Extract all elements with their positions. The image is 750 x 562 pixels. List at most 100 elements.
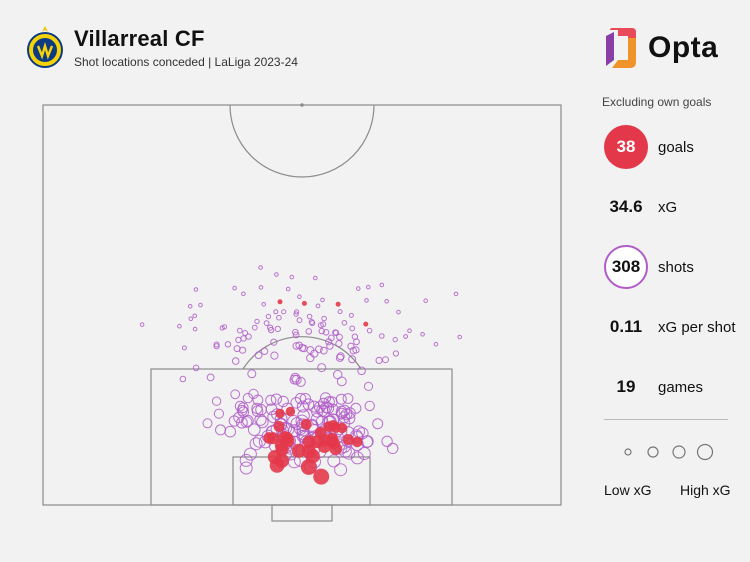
shot-marker bbox=[350, 431, 364, 444]
shot-marker bbox=[254, 318, 260, 325]
shot-marker bbox=[179, 375, 187, 383]
shot-marker bbox=[187, 304, 193, 309]
shot-marker bbox=[382, 356, 389, 364]
goal-marker bbox=[301, 444, 316, 459]
shot-marker bbox=[351, 333, 359, 340]
shot-marker bbox=[231, 357, 240, 365]
shot-marker bbox=[296, 423, 310, 437]
chart-subtitle: Shot locations conceded | LaLiga 2023-24 bbox=[74, 54, 298, 69]
goal bbox=[271, 504, 333, 522]
shot-marker bbox=[320, 401, 333, 414]
shots-label: shots bbox=[658, 258, 694, 276]
shot-marker bbox=[202, 418, 213, 429]
shot-marker bbox=[317, 363, 327, 373]
shot-marker bbox=[240, 416, 253, 428]
shot-marker bbox=[407, 328, 412, 334]
shot-marker bbox=[352, 346, 360, 354]
shot-marker bbox=[387, 442, 399, 455]
xg-per-shot-label: xG per shot bbox=[658, 318, 736, 336]
shot-marker bbox=[270, 351, 279, 360]
shot-marker bbox=[239, 453, 253, 467]
shot-marker bbox=[323, 432, 337, 446]
goal-marker bbox=[302, 435, 316, 449]
shot-marker bbox=[235, 336, 242, 344]
center-circle bbox=[229, 104, 375, 178]
shot-marker bbox=[230, 389, 241, 400]
shot-marker bbox=[363, 381, 374, 391]
shot-marker bbox=[338, 411, 351, 424]
shot-marker bbox=[268, 439, 282, 453]
goal-marker bbox=[291, 443, 306, 458]
shot-marker bbox=[284, 441, 298, 455]
shot-marker bbox=[392, 350, 399, 357]
shot-marker bbox=[298, 344, 307, 352]
shot-marker bbox=[332, 329, 340, 336]
shot-marker bbox=[296, 317, 303, 324]
shot-marker bbox=[326, 413, 340, 427]
shot-marker bbox=[323, 415, 337, 429]
goal-marker bbox=[314, 427, 327, 439]
shot-marker bbox=[352, 425, 366, 438]
opta-logo: Opta bbox=[602, 26, 718, 70]
shot-marker bbox=[192, 364, 200, 372]
shot-marker bbox=[307, 442, 321, 456]
shot-marker bbox=[224, 341, 232, 348]
goal-marker bbox=[313, 468, 330, 485]
shot-marker bbox=[251, 324, 258, 331]
shot-marker bbox=[350, 451, 364, 465]
shot-marker bbox=[299, 393, 311, 405]
shot-marker bbox=[320, 392, 332, 404]
size-legend bbox=[624, 443, 714, 461]
shot-marker bbox=[270, 422, 284, 436]
shot-marker bbox=[265, 394, 277, 406]
shot-marker bbox=[274, 325, 281, 333]
shot-marker bbox=[317, 322, 324, 329]
shot-marker bbox=[291, 374, 302, 385]
penalty-arc bbox=[242, 336, 362, 370]
shot-marker bbox=[287, 455, 301, 469]
shot-marker bbox=[311, 431, 325, 445]
shot-marker bbox=[267, 326, 275, 334]
shot-marker bbox=[344, 407, 356, 419]
shot-marker bbox=[321, 315, 327, 322]
shot-marker bbox=[279, 440, 293, 454]
shot-marker bbox=[177, 323, 182, 329]
shot-marker bbox=[254, 413, 267, 426]
shot-marker bbox=[320, 297, 325, 303]
shot-marker bbox=[350, 438, 364, 452]
shot-marker bbox=[357, 447, 371, 460]
goal-marker bbox=[327, 420, 339, 431]
shot-marker bbox=[302, 398, 315, 411]
shot-marker bbox=[296, 429, 310, 443]
shot-marker bbox=[343, 412, 356, 425]
shot-marker bbox=[252, 394, 264, 406]
shot-marker bbox=[338, 444, 352, 458]
shots-value: 308 bbox=[604, 245, 648, 289]
goal-marker bbox=[363, 321, 369, 327]
shot-marker bbox=[295, 376, 306, 387]
shot-marker bbox=[305, 419, 319, 433]
shot-marker bbox=[181, 345, 187, 351]
shot-marker bbox=[276, 424, 289, 438]
shot-marker bbox=[306, 353, 315, 363]
shot-marker bbox=[258, 285, 264, 290]
shot-marker bbox=[278, 448, 292, 462]
shot-marker bbox=[251, 402, 263, 415]
shot-marker bbox=[335, 340, 343, 348]
shot-marker bbox=[274, 418, 288, 432]
goal-marker bbox=[323, 421, 335, 432]
shot-marker bbox=[336, 333, 343, 341]
shot-marker bbox=[372, 418, 384, 430]
goal-marker bbox=[335, 301, 341, 307]
shot-marker bbox=[292, 342, 301, 350]
shot-marker bbox=[258, 265, 263, 270]
goals-layer bbox=[263, 299, 369, 485]
shot-marker bbox=[319, 346, 328, 355]
shot-marker bbox=[308, 400, 321, 413]
goal-marker bbox=[274, 453, 290, 468]
shot-marker bbox=[310, 412, 324, 426]
shot-marker bbox=[335, 405, 348, 418]
shot-marker bbox=[276, 314, 282, 321]
goal-marker bbox=[310, 435, 324, 449]
shot-marker bbox=[274, 272, 279, 277]
